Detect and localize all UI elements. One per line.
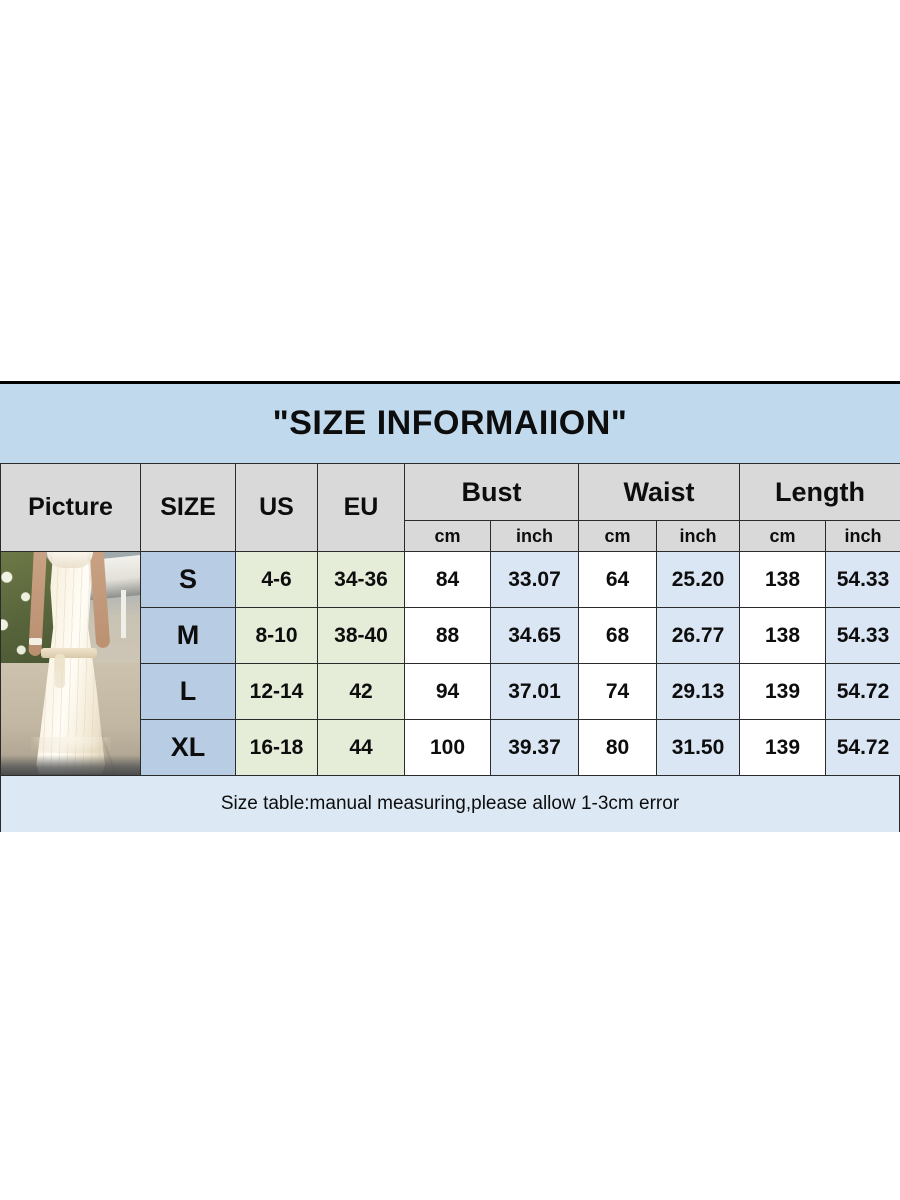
cell-length-cm: 139 <box>739 663 827 720</box>
column-header-length-inch: inch <box>825 520 900 552</box>
size-chart-footer-band: Size table:manual measuring,please allow… <box>0 776 900 832</box>
cell-waist-cm: 64 <box>578 551 657 608</box>
cell-size: M <box>140 607 236 664</box>
column-header-length: Length <box>739 463 900 521</box>
cell-length-cm: 139 <box>739 719 827 776</box>
column-header-length-cm: cm <box>739 520 827 552</box>
cell-us: 8-10 <box>235 607 318 664</box>
cell-eu: 44 <box>317 719 405 776</box>
model-bracelet-shape <box>29 638 42 645</box>
column-header-waist: Waist <box>577 463 741 521</box>
dress-bow-shape <box>55 654 65 688</box>
cell-bust-cm: 94 <box>404 663 491 720</box>
column-header-bust-cm: cm <box>404 520 491 552</box>
cell-us: 12-14 <box>235 663 318 720</box>
cell-bust-inch: 37.01 <box>490 663 579 720</box>
cell-length-inch: 54.33 <box>825 551 900 608</box>
cell-waist-inch: 31.50 <box>655 719 741 776</box>
table-row: S 4-6 34-36 84 33.07 64 25.20 138 54.33 <box>0 551 900 776</box>
cell-size: S <box>140 551 236 608</box>
dress-waistband-shape <box>41 648 97 658</box>
cell-eu: 34-36 <box>317 551 405 608</box>
column-header-bust-inch: inch <box>490 520 579 552</box>
cell-size: XL <box>140 719 236 776</box>
column-header-waist-cm: cm <box>578 520 657 552</box>
cell-waist-inch: 26.77 <box>655 607 741 664</box>
cell-bust-inch: 33.07 <box>490 551 579 608</box>
table-row: M 8-10 38-40 88 34.65 68 26.77 138 54.33 <box>1 607 900 664</box>
cell-bust-cm: 100 <box>404 719 491 776</box>
cell-eu: 42 <box>317 663 405 720</box>
cell-bust-cm: 88 <box>404 607 491 664</box>
cell-waist-cm: 74 <box>578 663 657 720</box>
column-header-size: SIZE <box>140 463 236 552</box>
column-header-picture: Picture <box>0 463 141 552</box>
cell-waist-inch: 25.20 <box>655 551 741 608</box>
column-header-us: US <box>235 463 318 552</box>
cell-bust-inch: 34.65 <box>490 607 579 664</box>
ground-shadow-shape <box>1 755 140 775</box>
cell-length-inch: 54.72 <box>825 663 900 720</box>
cell-us: 16-18 <box>235 719 318 776</box>
pergola-post-shape <box>121 590 126 638</box>
cell-us: 4-6 <box>235 551 318 608</box>
cell-length-inch: 54.33 <box>825 607 900 664</box>
table-row: L 12-14 42 94 37.01 74 29.13 139 54.72 <box>1 663 900 720</box>
dress-neckline-shape <box>47 552 93 568</box>
cell-length-cm: 138 <box>739 607 827 664</box>
size-chart-table: Picture SIZE US EU Bust Waist Length cm … <box>0 463 900 776</box>
product-photo-cell <box>0 551 141 776</box>
column-header-eu: EU <box>317 463 405 552</box>
measurement-disclaimer: Size table:manual measuring,please allow… <box>220 793 680 814</box>
table-header-row-primary: Picture SIZE US EU Bust Waist Length <box>0 463 900 552</box>
cell-waist-inch: 29.13 <box>655 663 741 720</box>
dress-hem-shape <box>31 737 111 753</box>
cell-waist-cm: 80 <box>578 719 657 776</box>
page-title: "SIZE INFORMAIION" <box>272 404 628 442</box>
column-header-bust: Bust <box>404 463 579 521</box>
cell-waist-cm: 68 <box>578 607 657 664</box>
cell-eu: 38-40 <box>317 607 405 664</box>
cell-bust-cm: 84 <box>404 551 491 608</box>
column-header-waist-inch: inch <box>655 520 741 552</box>
cell-size: L <box>140 663 236 720</box>
size-chart-title-band: "SIZE INFORMAIION" <box>0 384 900 463</box>
product-photo-image <box>1 552 140 775</box>
size-information-card: "SIZE INFORMAIION" Picture SIZE US EU Bu… <box>0 381 900 832</box>
table-row: XL 16-18 44 100 39.37 80 31.50 139 54.72 <box>1 719 900 776</box>
cell-length-cm: 138 <box>739 551 827 608</box>
cell-bust-inch: 39.37 <box>490 719 579 776</box>
cell-length-inch: 54.72 <box>825 719 900 776</box>
table-header-row-units: cm inch cm inch cm inch <box>1 520 900 552</box>
